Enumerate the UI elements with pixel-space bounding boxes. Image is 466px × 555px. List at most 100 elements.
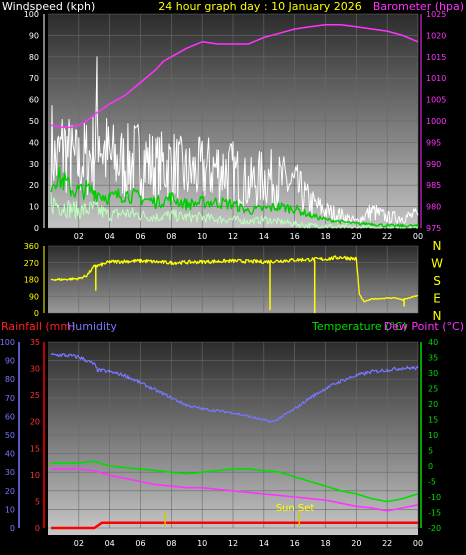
temperature-series — [50, 353, 419, 530]
wind-tick-label: 90 — [29, 31, 39, 40]
temperature-tick-label: 15 — [428, 416, 438, 425]
wind-x-tick-label: 20 — [351, 232, 361, 241]
compass-label: W — [431, 257, 443, 271]
barometer-tick-label: 985 — [426, 181, 441, 190]
temperature-tick-label: 25 — [428, 385, 438, 394]
temperature-x-tick-label: 14 — [259, 539, 269, 548]
humidity-tick-label: 70 — [5, 394, 15, 403]
wind-avg-line — [50, 166, 419, 229]
humidity-tick-label: 60 — [5, 412, 15, 421]
temperature-axes: 010203040506070809010005101520253035-20-… — [0, 338, 441, 533]
humidity-tick-label: 30 — [5, 468, 15, 477]
wind-tick-label: 20 — [29, 181, 39, 190]
wind-axis-label: Windspeed (kph) — [2, 0, 95, 13]
wind-x-tick-label: 02 — [74, 232, 84, 241]
barometer-tick-label: 1005 — [426, 96, 446, 105]
temperature-tick-label: 40 — [428, 338, 438, 347]
wind-x-tick-label: 10 — [197, 232, 207, 241]
wind-gust-line — [50, 56, 419, 225]
direction-tick-label: 90 — [29, 292, 39, 301]
direction-tick-label: 360 — [24, 242, 39, 251]
temperature-x-tick-label: 22 — [382, 539, 392, 548]
wind-x-tick-label: 18 — [320, 232, 330, 241]
rainfall-tick-label: 20 — [30, 418, 40, 427]
wind-gridlines — [48, 13, 419, 229]
humidity-tick-label: 20 — [5, 487, 15, 496]
temperature-tick-label: -10 — [428, 493, 441, 502]
temperature-line — [51, 460, 419, 503]
sunset-annotation: Sun Set — [276, 503, 315, 514]
humidity-tick-label: 50 — [5, 431, 15, 440]
humidity-tick-label: 40 — [5, 450, 15, 459]
barometer-tick-label: 1025 — [426, 10, 446, 19]
rainfall-tick-label: 25 — [30, 391, 40, 400]
dewpoint-axis-label: Dew Point (°C) — [384, 320, 464, 333]
temperature-x-tick-label: 00 — [413, 539, 423, 548]
wind-tick-label: 70 — [29, 74, 39, 83]
rainfall-tick-label: 5 — [35, 497, 40, 506]
wind-low-line — [50, 194, 418, 229]
temperature-x-tick-label: 12 — [228, 539, 238, 548]
barometer-tick-label: 980 — [426, 203, 441, 212]
humidity-tick-label: 100 — [0, 338, 15, 347]
barometer-tick-label: 1015 — [426, 53, 446, 62]
wind-series — [50, 23, 419, 229]
wind-tick-label: 30 — [29, 160, 39, 169]
direction-series — [50, 255, 419, 313]
temperature-x-tick-label: 18 — [320, 539, 330, 548]
humidity-tick-label: 80 — [5, 375, 15, 384]
direction-tick-label: 270 — [24, 259, 39, 268]
temperature-tick-label: 5 — [428, 447, 433, 456]
temperature-x-tick-label: 06 — [135, 539, 145, 548]
rainfall-axis-label: Rainfall (mm) — [1, 320, 75, 333]
temperature-tick-label: 20 — [428, 400, 438, 409]
wind-x-tick-label: 08 — [166, 232, 176, 241]
barometer-tick-label: 990 — [426, 160, 441, 169]
direction-y-ticks: 0 90 180 270 360 — [24, 242, 45, 318]
barometer-tick-label: 1020 — [426, 31, 446, 40]
temperature-x-tick-label: 16 — [290, 539, 300, 548]
wind-x-ticks: 02 04 06 08 10 12 14 16 18 20 22 00 — [74, 232, 423, 241]
humidity-axis-label: Humidity — [67, 320, 117, 333]
temperature-x-tick-label: 02 — [74, 539, 84, 548]
barometer-tick-label: 1010 — [426, 74, 446, 83]
temperature-tick-label: -15 — [428, 509, 441, 518]
barometer-tick-label: 995 — [426, 138, 441, 147]
temperature-x-tick-label: 20 — [351, 539, 361, 548]
wind-x-tick-label: 22 — [382, 232, 392, 241]
direction-tick-label: 0 — [34, 309, 39, 318]
rainfall-tick-label: 35 — [30, 338, 40, 347]
wind-x-tick-label: 00 — [413, 232, 423, 241]
barometer-tick-label: 1000 — [426, 117, 446, 126]
rainfall-tick-label: 15 — [30, 444, 40, 453]
barometer-line — [50, 23, 419, 129]
wind-x-tick-label: 14 — [259, 232, 269, 241]
temperature-tick-label: -20 — [428, 524, 441, 533]
wind-tick-label: 100 — [24, 10, 39, 19]
wind-tick-label: 60 — [29, 96, 39, 105]
wind-tick-label: 50 — [29, 117, 39, 126]
humidity-tick-label: 0 — [10, 524, 15, 533]
direction-line — [50, 255, 419, 303]
temperature-x-tick-label: 04 — [105, 539, 115, 548]
temperature-tick-label: 0 — [428, 462, 433, 471]
temperature-tick-label: 30 — [428, 369, 438, 378]
rainfall-tick-label: 10 — [30, 471, 40, 480]
barometer-y-ticks: 975 980 985 990 995 1000 1005 1010 1015 1020 1025 — [420, 10, 446, 233]
wind-x-tick-label: 12 — [228, 232, 238, 241]
wind-x-tick-label: 06 — [135, 232, 145, 241]
wind-x-tick-label: 16 — [290, 232, 300, 241]
humidity-line — [50, 353, 419, 424]
direction-tick-label: 180 — [24, 276, 39, 285]
wind-y-ticks: 0 10 20 30 40 50 60 70 80 90 100 — [24, 10, 45, 233]
rainfall-tick-label: 30 — [30, 365, 40, 374]
temperature-x-tick-label: 10 — [197, 539, 207, 548]
dewpoint-line — [51, 468, 419, 512]
barometer-axis-label: Barometer (hpa) — [373, 0, 464, 13]
wind-tick-label: 10 — [29, 203, 39, 212]
temperature-x-tick-label: 08 — [166, 539, 176, 548]
compass-label: S — [433, 274, 441, 288]
barometer-tick-label: 975 — [426, 224, 441, 233]
